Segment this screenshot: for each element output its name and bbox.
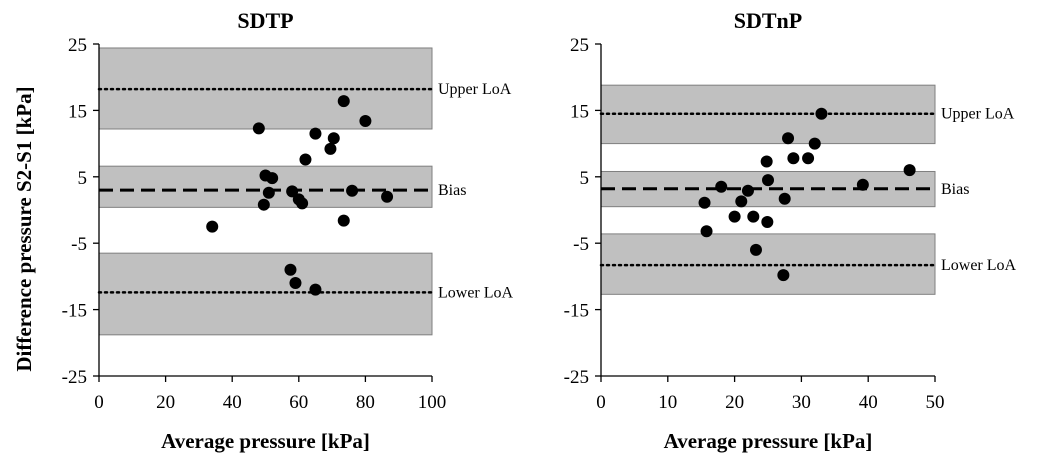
data-point (741, 184, 754, 197)
bias-label: Bias (941, 181, 969, 198)
upper-loa-label: Upper LoA (941, 106, 1015, 123)
x-tick-label: 0 (94, 392, 104, 413)
x-tick-label: 80 (356, 392, 375, 413)
data-point (762, 174, 774, 187)
chart-title: SDTP (237, 8, 293, 33)
y-tick-label: 25 (68, 35, 87, 56)
data-point (749, 243, 762, 256)
shared-y-axis-label: Difference pressure S2-S1 [kPa] (12, 86, 36, 371)
y-tick-label: -25 (62, 367, 87, 388)
data-point (735, 195, 748, 208)
data-point (760, 155, 773, 168)
lower-loa-label: Lower LoA (941, 257, 1017, 274)
data-point (777, 269, 790, 282)
data-point (284, 263, 297, 276)
x-axis-label: Average pressure [kPa] (161, 429, 370, 453)
data-point (787, 152, 800, 165)
data-point (747, 210, 760, 223)
y-tick-label: -5 (71, 234, 87, 255)
y-tick-label: -15 (62, 301, 87, 322)
data-point (206, 220, 219, 233)
x-tick-label: 30 (792, 392, 811, 413)
data-point (337, 214, 350, 227)
data-point (700, 225, 713, 238)
data-point (327, 132, 340, 145)
x-tick-label: 10 (658, 392, 677, 413)
x-tick-label: 40 (859, 392, 878, 413)
data-point (266, 172, 279, 185)
data-point (289, 277, 302, 290)
upper-loa-label: Upper LoA (438, 81, 512, 98)
data-point (346, 184, 359, 197)
data-point (262, 186, 275, 199)
data-point (802, 152, 815, 165)
data-point (381, 190, 394, 203)
ci-band-2 (98, 252, 433, 336)
data-point (309, 127, 322, 140)
data-point (698, 196, 711, 209)
data-point (715, 180, 728, 193)
x-tick-label: 40 (223, 392, 242, 413)
data-point (778, 192, 791, 205)
y-tick-label: 5 (78, 168, 88, 189)
data-point (309, 283, 322, 296)
y-tick-label: 25 (570, 35, 589, 56)
x-tick-label: 100 (418, 392, 447, 413)
y-tick-label: -5 (573, 234, 589, 255)
chart-panel-sdtp: Upper LoA Bias Lower LoA 25 15 5 -5 -15 -25 0 20 40… (62, 8, 514, 453)
data-point (903, 164, 916, 177)
data-point (257, 198, 270, 211)
y-tick-label: -25 (564, 367, 589, 388)
chart-panel-sdtnp: Upper LoA Bias Lower LoA 25 15 5 -5 -15 -25 0 10 20… (564, 8, 1017, 453)
x-tick-label: 20 (156, 392, 175, 413)
data-point (856, 178, 869, 191)
x-tick-label: 0 (596, 392, 606, 413)
data-point (782, 132, 795, 145)
chart-title: SDTnP (734, 8, 802, 33)
y-tick-label: 15 (68, 101, 87, 122)
data-point (324, 142, 337, 155)
data-point (252, 122, 265, 135)
data-point (286, 185, 299, 198)
x-tick-label: 60 (289, 392, 308, 413)
data-point (808, 137, 821, 150)
y-tick-label: -15 (564, 301, 589, 322)
y-tick-label: 15 (570, 101, 589, 122)
x-tick-label: 20 (725, 392, 744, 413)
x-axis-label: Average pressure [kPa] (664, 429, 873, 453)
data-point (296, 197, 309, 210)
lower-loa-label: Lower LoA (438, 284, 514, 301)
bias-label: Bias (438, 182, 466, 199)
data-point (815, 107, 828, 120)
data-point (337, 95, 350, 108)
data-point (359, 115, 372, 128)
data-point (728, 210, 741, 223)
data-point (761, 215, 774, 228)
x-tick-label: 50 (926, 392, 945, 413)
y-tick-label: 5 (580, 168, 590, 189)
data-point (299, 153, 312, 166)
